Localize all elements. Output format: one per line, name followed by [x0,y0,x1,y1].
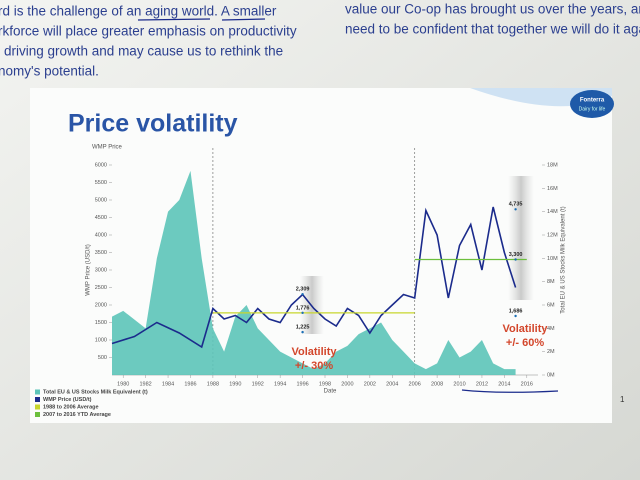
logo [570,90,614,118]
y-axis-title: WMP Price (USD/t) [86,244,92,296]
x-tick-label: 2010 [453,381,465,387]
paragraph-line: rd is the challenge of an aging world. A… [0,4,277,19]
legend-swatch [35,389,40,395]
y-tick-label: 1500 [95,320,107,326]
page-number: 1 [620,395,625,404]
x-tick-label: 2000 [341,381,353,387]
y2-tick-label: 16M [547,186,558,192]
paragraph-line: driving growth and may cause us to rethi… [4,44,283,59]
volatility-notes: Volatility +/- 30% Volatility +/- 60% [291,323,548,372]
paragraph-line: need to be confident that together we wi… [345,22,640,37]
legend-label: 1988 to 2006 Average [43,404,99,410]
volatility-label: Volatility [502,323,548,335]
stock-area [112,170,516,375]
x-tick-label: 1994 [274,381,286,387]
plot: 500 1000 1500 2000 2500 3000 3500 4000 4500 5000 5… [95,148,558,387]
x-tick-label: 1998 [319,381,331,387]
x-tick-label: 2008 [431,381,443,387]
y-tick-label: 5000 [95,197,107,203]
pen-underline [461,389,559,393]
legend-label: 2007 to 2016 YTD Average [43,412,111,418]
x-tick-label: 1984 [162,381,174,387]
annotation-label: 2,309 [296,287,310,293]
y-tick-label: 6000 [95,162,107,168]
pen-underline [137,18,266,21]
x-tick-label: 2002 [364,381,376,387]
legend-label: Total EU & US Stocks Milk Equivalent (t) [43,389,148,395]
text-columns: rd is the challenge of an aging world. A… [0,2,640,79]
paragraph-line: value our Co-op has brought us over the … [345,2,640,17]
x-tick-label: 1986 [184,381,196,387]
annotation-dot [514,258,517,261]
logo-tagline: Dairy for life [579,106,606,112]
y2-tick-label: 10M [547,256,558,262]
x-tick-label: 1988 [207,381,219,387]
x-tick-label: 1996 [296,381,308,387]
range-box [508,176,534,300]
y-tick-label: 2500 [95,285,107,291]
y-tick-label: 2000 [95,302,107,308]
volatility-label: +/- 60% [506,337,544,349]
x-tick-label: 2014 [498,381,510,387]
paragraph-line: nomy's potential. [0,64,99,79]
y2-axis-title: Total EU & US Stocks Milk Equivalent (t) [561,206,567,313]
y-tick-label: 4500 [95,215,107,221]
y2-tick-label: 12M [547,232,558,238]
annotation-dot [301,292,304,296]
x-axis-title: Date [324,389,337,395]
legend-label: WMP Price (USD/t) [43,397,92,403]
y-tick-label: 500 [98,355,107,361]
y2-tick-label: 14M [547,209,558,215]
annotation-label: 1,686 [509,308,523,314]
x-tick-label: 1990 [229,381,241,387]
paragraph-line: rkforce will place greater emphasis on p… [0,24,297,39]
x-tick-label: 2006 [409,381,421,387]
annotation-dot [514,314,517,318]
volatility-label: +/- 30% [295,360,333,372]
annotation-label: 4,735 [509,202,523,208]
x-tick-label: 2004 [386,381,398,387]
legend-swatch [35,397,40,402]
y-tick-label: 3500 [95,250,107,256]
annotation-dot [514,208,517,211]
axis-top-label: WMP Price [92,145,123,151]
x-tick-label: 2012 [476,381,488,387]
logo-text: Fonterra [580,98,605,104]
annotation-label: 1,225 [296,325,310,331]
y2-tick-label: 6M [547,302,555,308]
y-tick-label: 3000 [95,267,107,273]
annotation-dot [301,311,304,315]
y-tick-label: 5500 [95,180,107,186]
volatility-label: Volatility [291,346,337,358]
y2-tick-label: 2M [547,349,555,355]
legend-swatch [35,404,40,410]
y-tick-label: 4000 [95,232,107,238]
y2-tick-label: 18M [547,162,558,168]
slide-title: Price volatility [68,110,238,138]
annotation-label: 1,776 [296,305,310,311]
x-tick-label: 1982 [140,381,152,387]
y2-tick-label: 8M [547,279,555,285]
price-line [111,206,517,349]
y-tick-label: 1000 [95,337,107,343]
y2-tick-label: 0M [547,372,555,378]
y2-tick-label: 4M [547,326,555,332]
x-tick-label: 1980 [117,381,129,387]
annotation-label: 3,300 [509,252,523,258]
legend-swatch [35,412,40,417]
legend: Total EU & US Stocks Milk Equivalent (t)… [35,389,148,418]
annotation-dot [301,330,304,334]
x-tick-label: 1992 [252,381,264,387]
x-tick-label: 2016 [521,381,533,387]
